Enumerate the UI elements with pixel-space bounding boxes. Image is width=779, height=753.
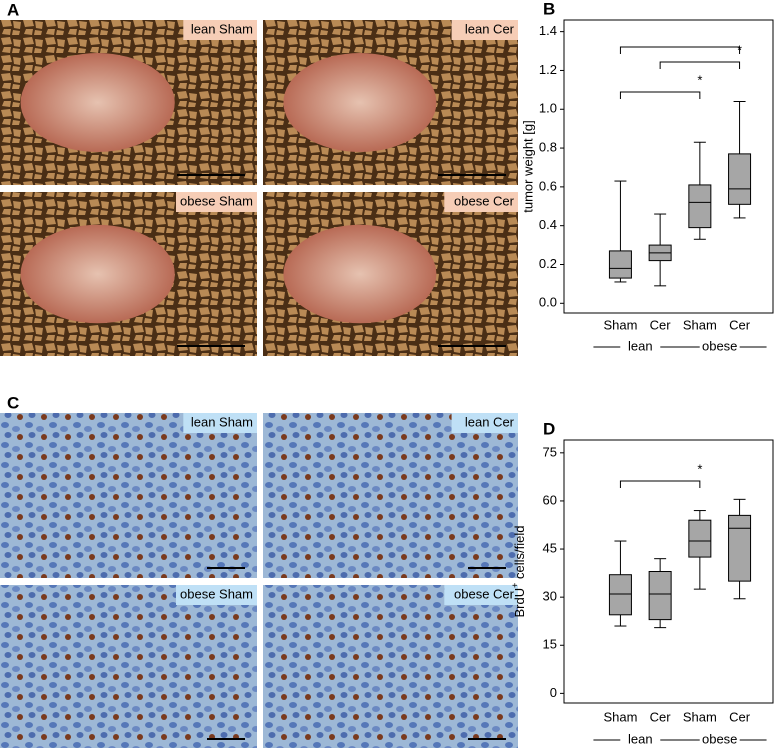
y-tick-label: 1.2 xyxy=(539,62,557,77)
box xyxy=(608,574,632,616)
panel-letter: C xyxy=(7,393,19,412)
x-tick-label: Sham xyxy=(603,317,637,332)
image-label: lean Sham xyxy=(191,21,253,36)
x-tick-label: Cer xyxy=(729,317,751,332)
tumor xyxy=(20,53,175,152)
significance-bracket xyxy=(619,46,741,54)
tumor xyxy=(20,224,175,324)
image-label: lean Cer xyxy=(465,21,515,36)
y-tick-label: 60 xyxy=(543,492,557,507)
image-label: lean Sham xyxy=(191,414,253,429)
box-plot xyxy=(648,558,672,629)
y-tick-label: 1.0 xyxy=(539,101,557,116)
y-axis-label: tumor weight [g] xyxy=(520,120,535,213)
box xyxy=(648,571,672,621)
x-tick-label: Sham xyxy=(683,709,717,724)
y-tick-label: 0.2 xyxy=(539,256,557,271)
photo xyxy=(263,413,518,578)
box xyxy=(688,184,712,229)
x-tick-label: Sham xyxy=(603,709,637,724)
image-label: obese Cer xyxy=(454,586,515,601)
y-tick-label: 30 xyxy=(543,589,557,604)
panel-letter: B xyxy=(543,0,555,18)
y-axis-label-part: cells/field xyxy=(512,526,527,583)
x-tick-label: Sham xyxy=(683,317,717,332)
y-tick-label: 0.0 xyxy=(539,295,557,310)
box xyxy=(728,153,752,205)
significance-star: * xyxy=(697,461,702,476)
x-tick-label: Cer xyxy=(729,709,751,724)
y-tick-label: 0.8 xyxy=(539,140,557,155)
significance-bracket xyxy=(619,91,701,99)
image-label: obese Cer xyxy=(454,193,515,208)
significance-bracket xyxy=(619,480,701,488)
label-bg xyxy=(444,585,518,605)
photo xyxy=(0,413,257,578)
y-tick-label: 15 xyxy=(543,637,557,652)
box-plot xyxy=(648,213,672,287)
x-tick-label: Cer xyxy=(650,317,672,332)
y-axis-label: BrdU+ cells/field xyxy=(510,526,527,618)
panel-letter: A xyxy=(7,0,19,19)
image-label: lean Cer xyxy=(465,414,515,429)
y-axis-label-part: + xyxy=(510,583,520,588)
panel-letter: D xyxy=(543,419,555,438)
y-tick-label: 0.4 xyxy=(539,217,557,232)
label-bg xyxy=(451,413,518,433)
group-label: lean xyxy=(628,338,653,353)
image-label: obese Sham xyxy=(180,586,253,601)
y-tick-label: 0 xyxy=(550,685,557,700)
photo xyxy=(263,585,518,749)
group-label: obese xyxy=(702,338,737,353)
image-label: obese Sham xyxy=(180,193,253,208)
label-bg xyxy=(451,20,518,40)
y-axis-label-part: BrdU xyxy=(512,588,527,618)
tumor xyxy=(283,53,437,152)
significance-bracket xyxy=(659,61,741,69)
label-bg xyxy=(176,192,257,212)
plot-frame xyxy=(563,19,774,314)
significance-star: * xyxy=(737,42,742,57)
plot-frame xyxy=(563,439,774,704)
y-tick-label: 0.6 xyxy=(539,178,557,193)
box xyxy=(688,519,712,558)
box-plot xyxy=(728,100,752,219)
box-plot xyxy=(608,540,632,627)
box-plot xyxy=(688,510,712,590)
y-tick-label: 1.4 xyxy=(539,23,557,38)
photo xyxy=(0,585,257,749)
label-bg xyxy=(176,585,257,605)
label-bg xyxy=(444,192,518,212)
box-plot xyxy=(728,498,752,600)
label-bg xyxy=(183,413,257,433)
significance-star: * xyxy=(697,72,702,87)
tumor xyxy=(283,224,437,324)
y-tick-label: 45 xyxy=(543,540,557,555)
y-tick-label: 75 xyxy=(543,444,557,459)
label-bg xyxy=(183,20,257,40)
box xyxy=(608,250,632,279)
box-plot xyxy=(688,141,712,240)
box-plot xyxy=(608,180,632,283)
box xyxy=(728,514,752,582)
x-tick-label: Cer xyxy=(650,709,672,724)
group-label: obese xyxy=(702,731,737,746)
group-label: lean xyxy=(628,731,653,746)
